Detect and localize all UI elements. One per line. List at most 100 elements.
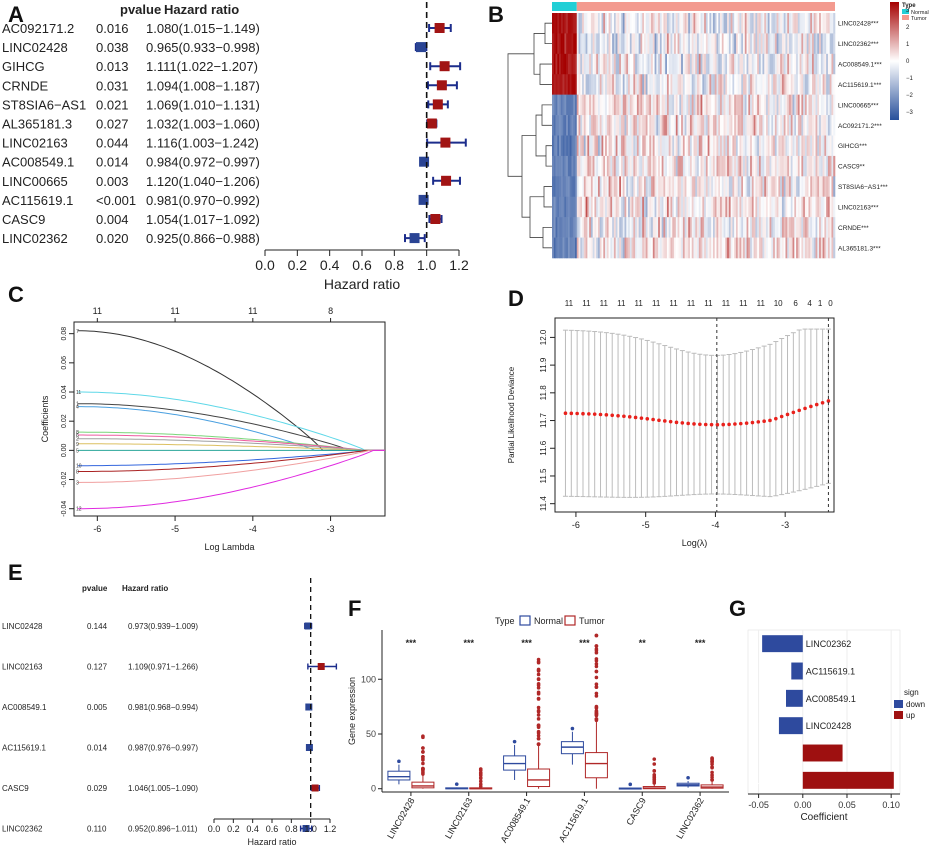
heatmap-cell xyxy=(587,156,589,177)
heatmap-cell xyxy=(609,197,611,218)
heatmap-cell xyxy=(745,54,747,75)
pvalue-label: 0.013 xyxy=(96,59,129,74)
heatmap-cell xyxy=(593,115,595,136)
legend-label-tumor: Tumor xyxy=(579,616,605,626)
deviance-point xyxy=(692,422,696,426)
pvalue-label: 0.005 xyxy=(87,703,108,712)
normal-outlier xyxy=(686,776,690,780)
heatmap-cell xyxy=(784,74,786,95)
heatmap-cell xyxy=(594,197,596,218)
heatmap-cell xyxy=(674,74,676,95)
heatmap-cell xyxy=(762,197,764,218)
heatmap-cell xyxy=(633,33,635,54)
heatmap-cell xyxy=(821,115,823,136)
heatmap-cell xyxy=(600,115,602,136)
heatmap-cell xyxy=(640,74,642,95)
heatmap-cell xyxy=(594,115,596,136)
heatmap-cell xyxy=(757,136,759,157)
heatmap-cell xyxy=(623,13,625,34)
heatmap-row-label: GIHCG*** xyxy=(838,143,867,150)
heatmap-cell xyxy=(678,197,680,218)
heatmap-cell xyxy=(777,238,779,259)
heatmap-cell xyxy=(552,217,554,238)
heatmap-cell xyxy=(587,136,589,157)
heatmap-cell xyxy=(640,33,642,54)
heatmap-cell xyxy=(823,136,825,157)
heatmap-cell xyxy=(704,115,706,136)
heatmap-cell xyxy=(699,74,701,95)
heatmap-cell xyxy=(593,74,595,95)
heatmap-cell xyxy=(830,176,832,197)
heatmap-cell xyxy=(736,13,738,34)
heatmap-cell xyxy=(561,217,563,238)
heatmap-cell xyxy=(732,217,734,238)
heatmap-cell xyxy=(785,156,787,177)
heatmap-cell xyxy=(630,95,632,116)
tumor-outlier xyxy=(710,756,714,760)
heatmap-cell xyxy=(826,197,828,218)
heatmap-cell xyxy=(738,197,740,218)
heatmap-cell xyxy=(722,176,724,197)
heatmap-cell xyxy=(674,136,676,157)
heatmap-cell xyxy=(771,197,773,218)
tumor-outlier xyxy=(479,780,483,784)
heatmap-cell xyxy=(819,197,821,218)
deviance-point xyxy=(651,418,655,422)
heatmap-cell xyxy=(796,136,798,157)
heatmap-cell xyxy=(646,217,648,238)
heatmap-cell xyxy=(637,13,639,34)
heatmap-cell xyxy=(830,95,832,116)
heatmap-cell xyxy=(777,156,779,177)
heatmap-cell xyxy=(787,74,789,95)
heatmap-cell xyxy=(778,238,780,259)
heatmap-cell xyxy=(812,54,814,75)
heatmap-cell xyxy=(646,95,648,116)
heatmap-cell xyxy=(766,13,768,34)
heatmap-cell xyxy=(764,217,766,238)
heatmap-cell xyxy=(738,95,740,116)
heatmap-cell xyxy=(729,238,731,259)
heatmap-cell xyxy=(803,13,805,34)
y-tick-label: 11.9 xyxy=(539,357,548,373)
heatmap-cell xyxy=(628,217,630,238)
heatmap-cell xyxy=(568,136,570,157)
heatmap-cell xyxy=(635,115,637,136)
heatmap-cell xyxy=(810,74,812,95)
heatmap-cell xyxy=(619,217,621,238)
heatmap-cell xyxy=(655,74,657,95)
heatmap-cell xyxy=(796,54,798,75)
heatmap-cell xyxy=(628,115,630,136)
heatmap-cell xyxy=(694,217,696,238)
heatmap-cell xyxy=(803,238,805,259)
heatmap-cell xyxy=(621,54,623,75)
heatmap-cell xyxy=(794,74,796,95)
heatmap-cell xyxy=(780,115,782,136)
heatmap-cell xyxy=(817,176,819,197)
heatmap-cell xyxy=(556,33,558,54)
heatmap-cell xyxy=(798,197,800,218)
heatmap-cell xyxy=(823,217,825,238)
heatmap-cell xyxy=(630,74,632,95)
heatmap-cell xyxy=(750,95,752,116)
heatmap-cell xyxy=(828,115,830,136)
heatmap-cell xyxy=(782,95,784,116)
heatmap-cell xyxy=(762,13,764,34)
heatmap-cell xyxy=(577,33,579,54)
heatmap-cell xyxy=(614,74,616,95)
heatmap-cell xyxy=(658,217,660,238)
heatmap-cell xyxy=(761,74,763,95)
heatmap-cell xyxy=(824,238,826,259)
heatmap-cell xyxy=(826,74,828,95)
heatmap-cell xyxy=(563,197,565,218)
heatmap-cell xyxy=(722,54,724,75)
deviance-point xyxy=(815,403,819,407)
heatmap-cell xyxy=(702,176,704,197)
heatmap-cell xyxy=(571,74,573,95)
heatmap-cell xyxy=(591,217,593,238)
heatmap-cell xyxy=(552,13,554,34)
heatmap-cell xyxy=(609,136,611,157)
heatmap-cell xyxy=(743,33,745,54)
heatmap-cell xyxy=(782,33,784,54)
path-index-label: 8 xyxy=(76,470,79,476)
legend-swatch-tumor xyxy=(565,616,575,625)
